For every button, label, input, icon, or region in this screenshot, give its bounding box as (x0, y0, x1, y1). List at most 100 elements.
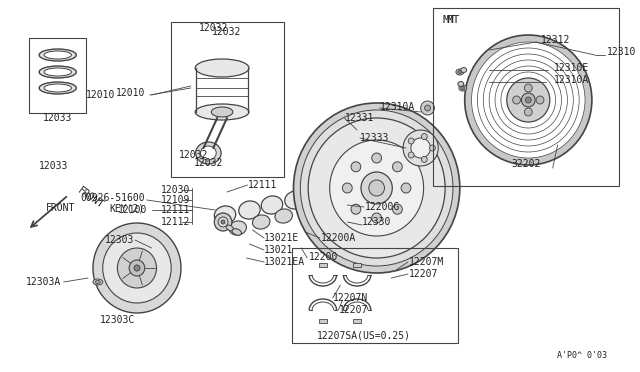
Text: 12331: 12331 (344, 113, 374, 123)
Text: 12330: 12330 (362, 217, 391, 227)
Text: 12310: 12310 (607, 47, 636, 57)
Text: 12200A: 12200A (321, 233, 356, 243)
Text: 12310A: 12310A (554, 75, 589, 85)
Text: 12109: 12109 (161, 195, 190, 205)
Text: A'P0^ 0'03: A'P0^ 0'03 (557, 352, 607, 360)
Ellipse shape (461, 67, 467, 73)
Ellipse shape (214, 206, 236, 224)
Ellipse shape (214, 213, 232, 231)
Text: 12310A: 12310A (380, 102, 415, 112)
Ellipse shape (298, 203, 315, 217)
Text: FRONT: FRONT (46, 203, 76, 213)
Text: MT: MT (442, 15, 456, 25)
Text: MT: MT (446, 15, 460, 25)
Bar (353, 319, 361, 323)
Circle shape (117, 248, 157, 288)
Ellipse shape (39, 49, 76, 61)
Ellipse shape (195, 104, 249, 120)
Ellipse shape (458, 81, 464, 87)
Ellipse shape (330, 181, 351, 199)
Ellipse shape (39, 66, 76, 78)
Circle shape (403, 130, 438, 166)
Ellipse shape (285, 191, 306, 209)
Circle shape (392, 162, 403, 172)
Circle shape (294, 103, 460, 273)
Circle shape (134, 265, 140, 271)
Circle shape (513, 96, 520, 104)
Circle shape (424, 105, 431, 111)
Text: FRONT: FRONT (76, 186, 105, 211)
Text: 12032: 12032 (179, 150, 209, 160)
Circle shape (501, 72, 556, 128)
Text: 12111: 12111 (248, 180, 277, 190)
Circle shape (351, 162, 361, 172)
Ellipse shape (44, 84, 72, 92)
Circle shape (489, 60, 568, 140)
Bar (319, 263, 327, 267)
Circle shape (421, 134, 428, 140)
Text: 00926-51600: 00926-51600 (80, 193, 145, 203)
Circle shape (392, 204, 403, 214)
Ellipse shape (44, 68, 72, 76)
Text: 12207: 12207 (409, 269, 438, 279)
Circle shape (524, 84, 532, 92)
Bar (29, 38, 86, 113)
Ellipse shape (211, 107, 233, 117)
Ellipse shape (195, 59, 249, 77)
Circle shape (477, 48, 579, 152)
Text: 13021: 13021 (264, 245, 294, 255)
Text: KEY(2): KEY(2) (109, 203, 145, 213)
Circle shape (408, 138, 414, 144)
Text: 12033: 12033 (39, 161, 68, 171)
Circle shape (524, 108, 532, 116)
Circle shape (330, 140, 424, 236)
Circle shape (308, 118, 445, 258)
Circle shape (342, 183, 352, 193)
Text: 12033: 12033 (43, 113, 72, 123)
Ellipse shape (227, 225, 234, 231)
Circle shape (420, 101, 435, 115)
Circle shape (421, 156, 428, 163)
Ellipse shape (44, 51, 72, 59)
Circle shape (429, 145, 435, 151)
Text: 12100: 12100 (118, 205, 148, 215)
Text: 32202: 32202 (511, 159, 541, 169)
Text: 12303: 12303 (105, 235, 134, 245)
Ellipse shape (95, 280, 100, 283)
Circle shape (522, 93, 535, 107)
Bar (319, 319, 327, 323)
Ellipse shape (200, 146, 216, 160)
Circle shape (411, 138, 431, 158)
Ellipse shape (252, 215, 270, 229)
Bar (172, 22, 284, 177)
Text: 12207N: 12207N (333, 293, 368, 303)
Circle shape (401, 183, 411, 193)
Circle shape (372, 213, 381, 223)
Bar (353, 263, 361, 267)
Text: 12303A: 12303A (26, 277, 61, 287)
Ellipse shape (221, 220, 225, 224)
Ellipse shape (261, 196, 283, 214)
Ellipse shape (459, 85, 467, 91)
Text: 12200G: 12200G (365, 202, 400, 212)
Text: 12112: 12112 (161, 217, 190, 227)
Text: 12010: 12010 (86, 90, 115, 100)
Circle shape (465, 35, 592, 165)
Ellipse shape (229, 221, 246, 235)
Text: 12312: 12312 (541, 35, 570, 45)
Ellipse shape (239, 201, 260, 219)
Text: 12200: 12200 (309, 252, 339, 262)
Ellipse shape (39, 82, 76, 94)
Ellipse shape (232, 229, 241, 235)
Circle shape (536, 96, 544, 104)
Ellipse shape (456, 69, 464, 75)
Ellipse shape (93, 279, 103, 285)
Text: 13021E: 13021E (264, 233, 300, 243)
Circle shape (351, 204, 361, 214)
Ellipse shape (321, 197, 339, 211)
Ellipse shape (218, 217, 228, 227)
Text: 12111: 12111 (161, 205, 190, 215)
Circle shape (408, 152, 414, 158)
Text: 12032: 12032 (212, 27, 242, 37)
Circle shape (369, 180, 385, 196)
